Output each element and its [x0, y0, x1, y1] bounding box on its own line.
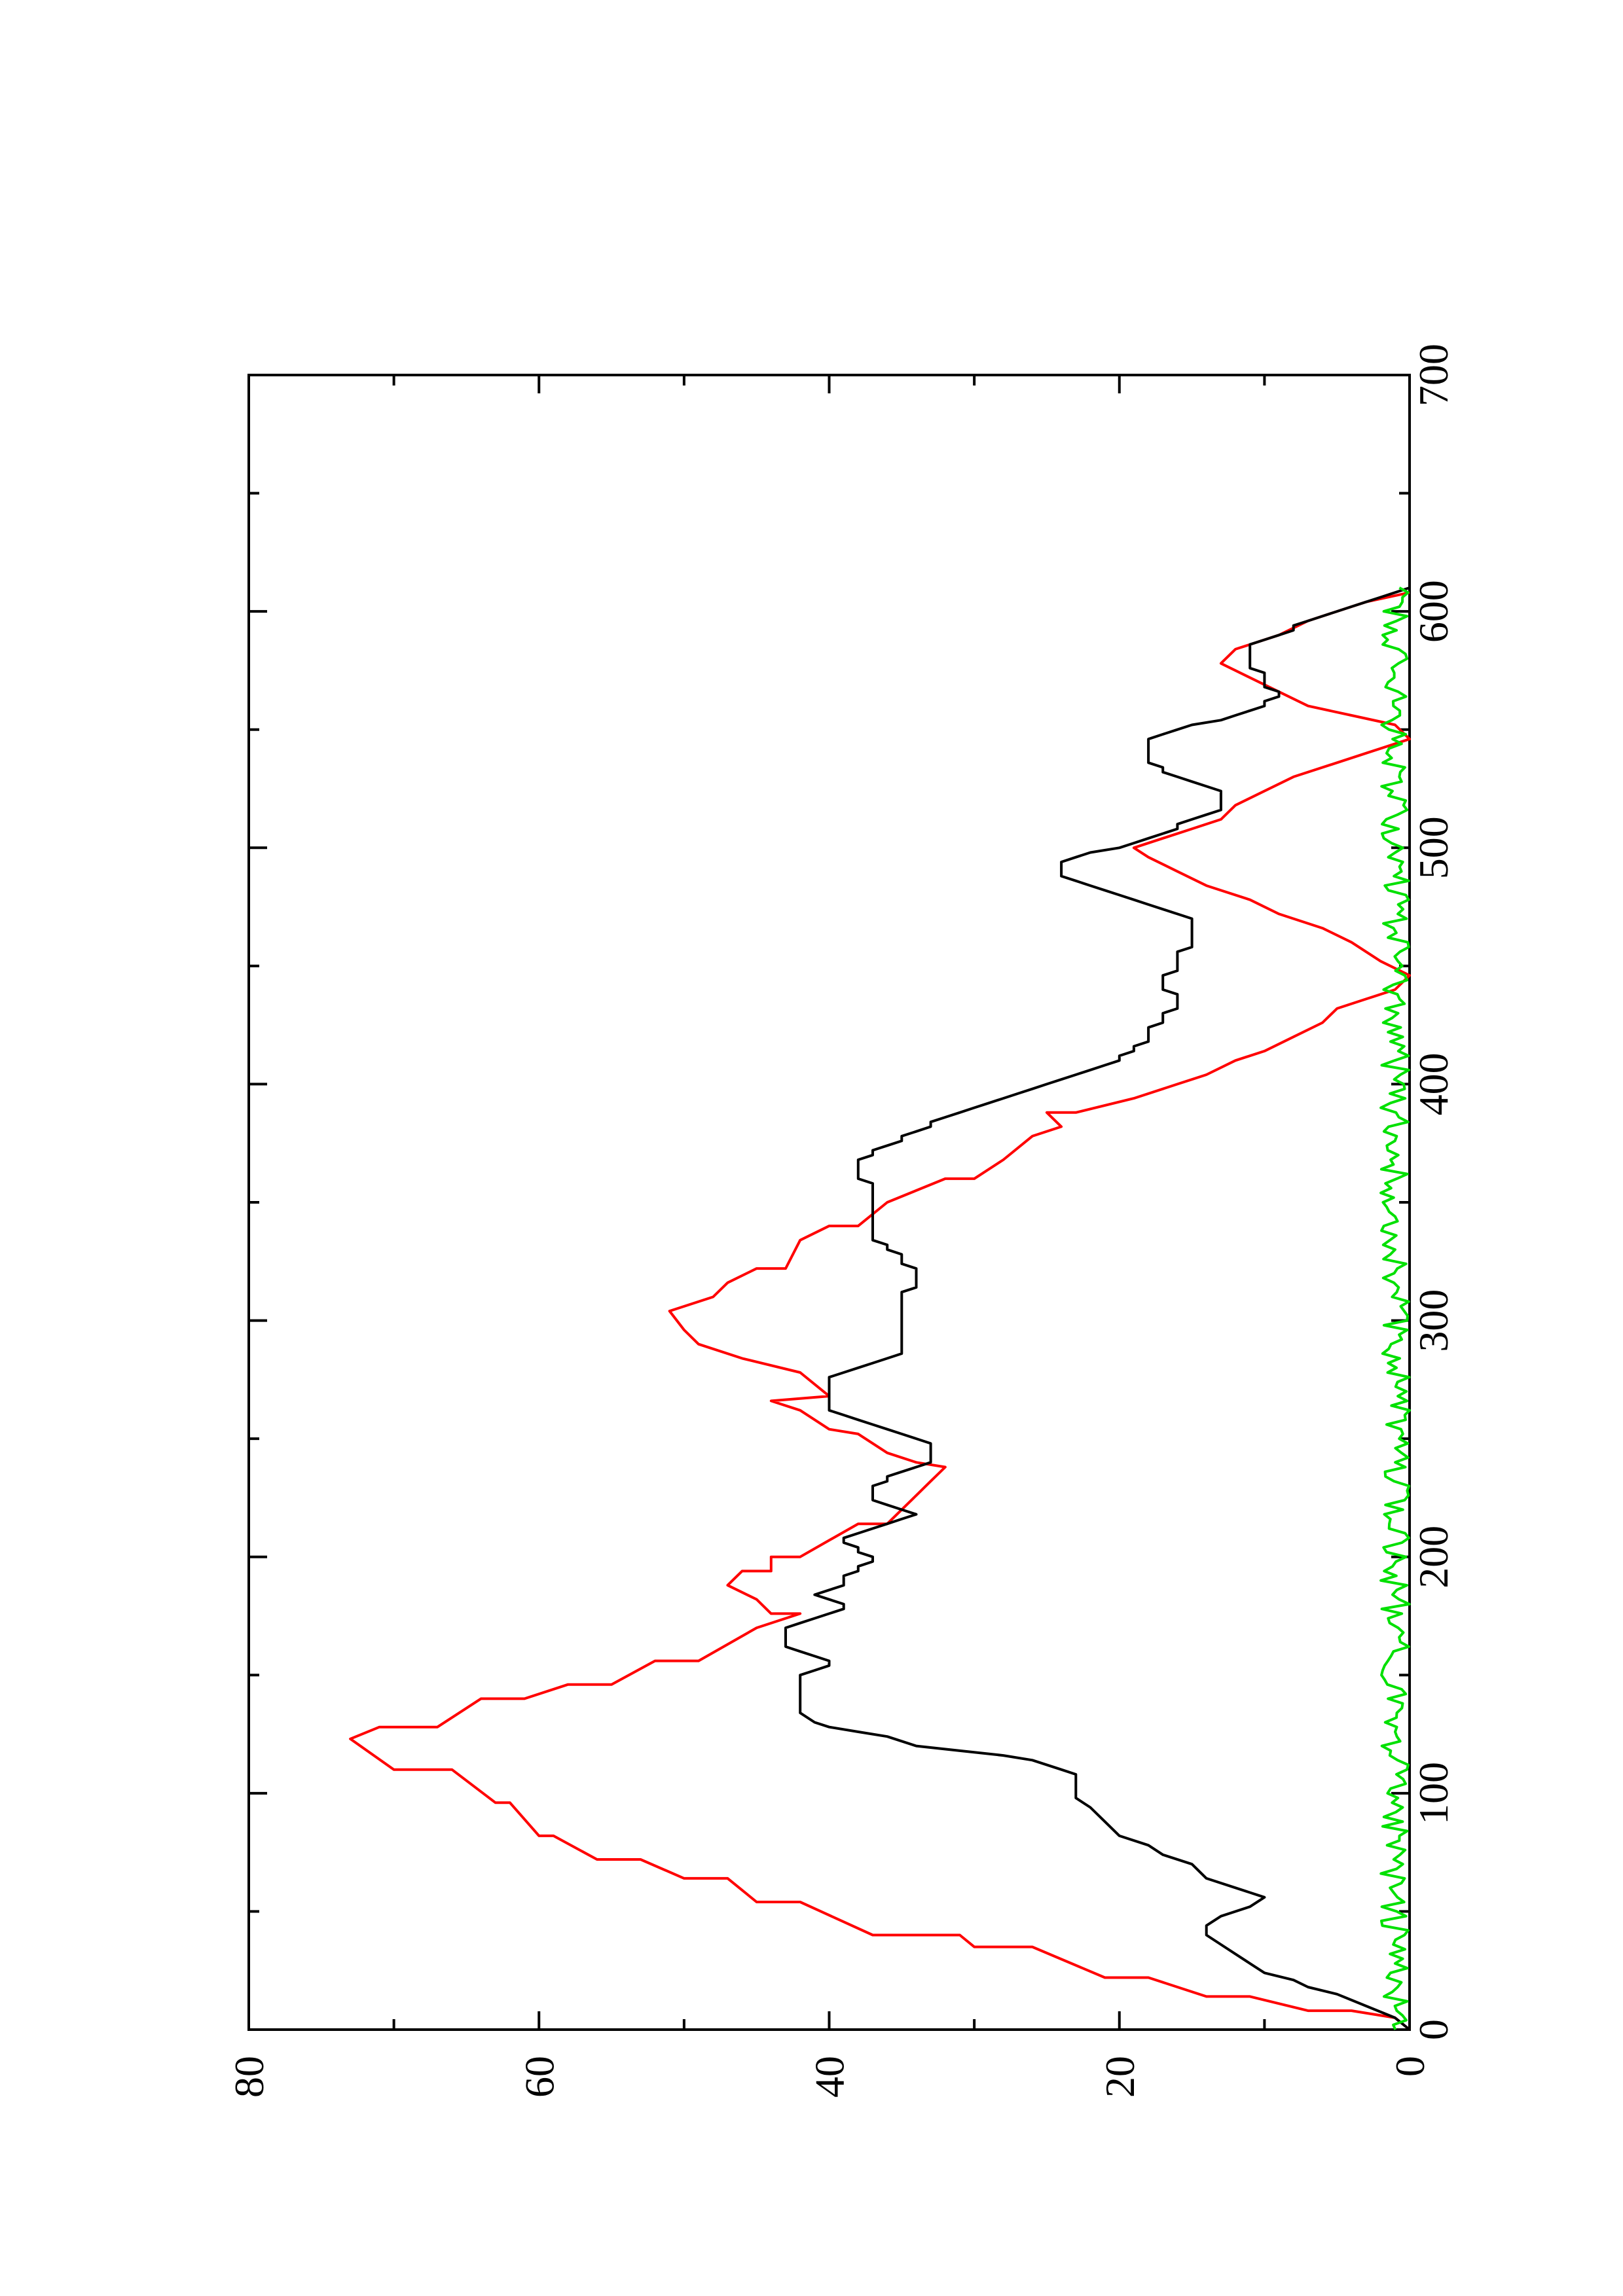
x-tick-label: 200: [1410, 1526, 1457, 1588]
x-tick-label: 400: [1410, 1052, 1457, 1115]
x-tick-label: 500: [1410, 816, 1457, 879]
x-tick-label: 0: [1410, 2019, 1457, 2040]
series-line-1: [349, 591, 1411, 2031]
axis-ticks: [247, 374, 1411, 2031]
y-tick-label: 60: [516, 2056, 562, 2098]
y-tick-label: 20: [1097, 2056, 1143, 2098]
series-layer: [349, 586, 1411, 2031]
y-tick-label: 0: [1387, 2056, 1433, 2077]
series-line-3: [1379, 586, 1411, 2030]
plot-frame: [247, 374, 1411, 2031]
y-tick-label: 40: [807, 2056, 853, 2098]
x-tick-label: 700: [1410, 344, 1457, 406]
y-tick-label: 80: [226, 2056, 272, 2098]
x-tick-label: 300: [1410, 1289, 1457, 1352]
series-line-2: [784, 586, 1411, 2031]
axis-tick-labels: 0 100 200 300 400 500 600 700 0 20 40 60 80: [226, 344, 1457, 2098]
x-tick-label: 600: [1410, 580, 1457, 643]
x-tick-label: 100: [1410, 1762, 1457, 1825]
